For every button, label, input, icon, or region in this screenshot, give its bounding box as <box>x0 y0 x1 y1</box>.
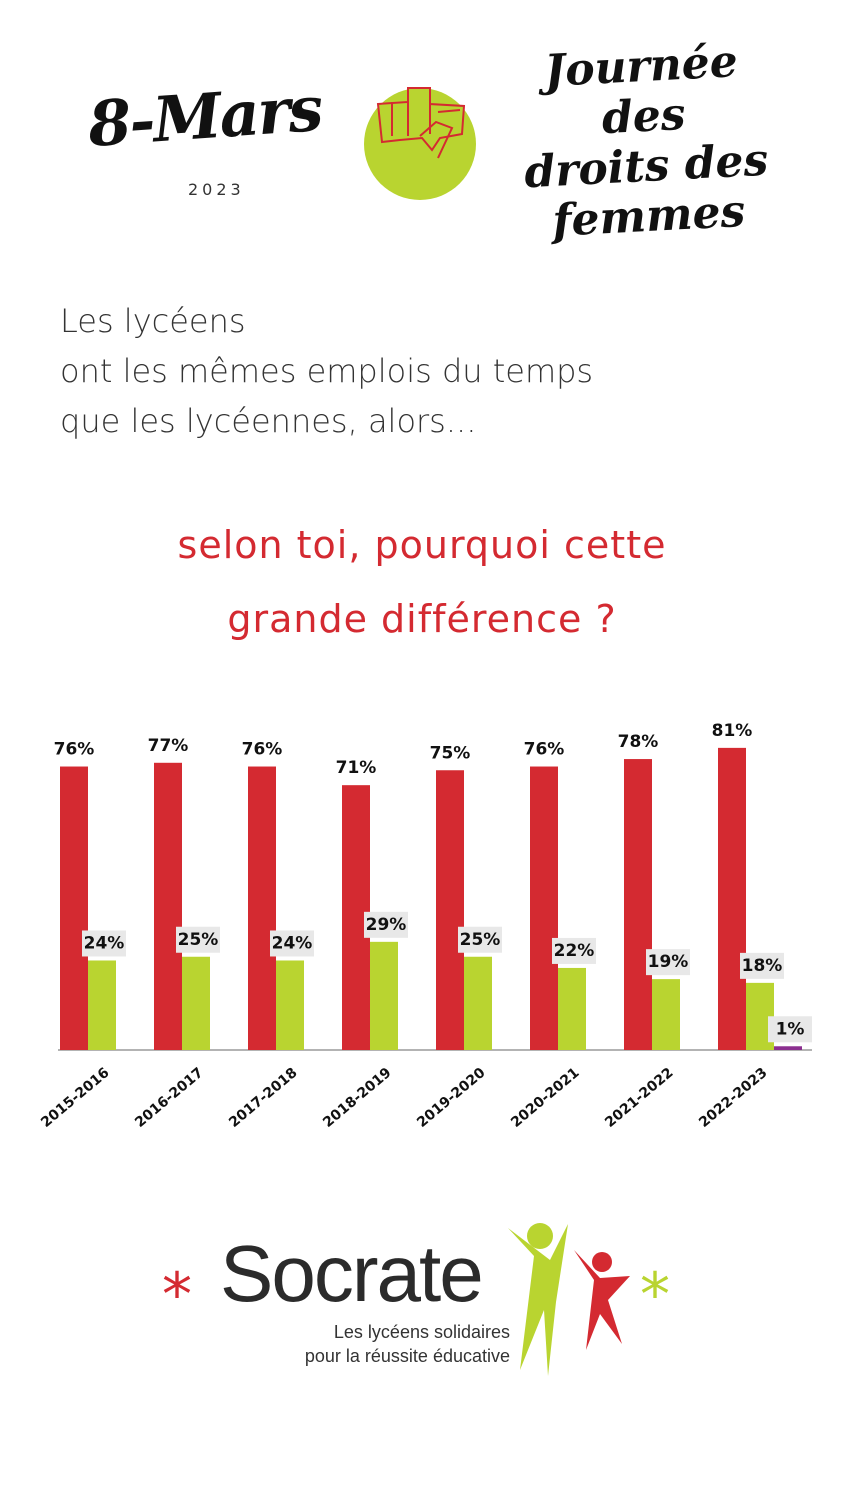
x-tick-label: 2020-2021 <box>508 1065 582 1131</box>
logo-tagline-line: pour la réussite éducative <box>304 1346 510 1366</box>
bar <box>530 766 558 1050</box>
x-tick-label: 2015-2016 <box>38 1065 112 1131</box>
socrate-logo: * Socrate Les lycéens solidaires pour la… <box>150 1210 710 1400</box>
data-label: 1% <box>776 1019 805 1039</box>
bar <box>464 956 492 1050</box>
data-label-bg <box>270 930 314 957</box>
asterisk-icon: * <box>162 1260 192 1330</box>
data-label-bg <box>458 926 502 953</box>
data-label-bg <box>646 949 690 976</box>
data-label: 29% <box>366 915 407 935</box>
intro-line: que les lycéennes, alors... <box>60 402 477 440</box>
bar <box>774 1046 802 1050</box>
bar <box>652 979 680 1050</box>
intro-line: Les lycéens <box>60 302 246 340</box>
bar <box>248 766 276 1050</box>
raised-fist-icon <box>364 87 476 200</box>
data-label: 76% <box>242 740 283 760</box>
question-text: selon toi, pourquoi cette grande différe… <box>0 508 844 656</box>
bar <box>60 766 88 1050</box>
data-label: 25% <box>460 930 501 950</box>
x-tick-label: 2016-2017 <box>132 1065 206 1131</box>
day-title-line: Journée des <box>543 36 739 145</box>
x-tick-label: 2019-2020 <box>414 1065 489 1131</box>
data-label-bg <box>552 937 596 964</box>
x-tick-label: 2021-2022 <box>602 1065 676 1131</box>
data-label: 24% <box>84 933 125 953</box>
year-label: 2023 <box>188 180 245 199</box>
bar <box>624 759 652 1050</box>
data-label-bg <box>740 952 784 979</box>
data-label-bg <box>176 926 220 953</box>
question-line: grande différence ? <box>227 597 617 641</box>
data-label: 22% <box>554 941 595 961</box>
data-label: 76% <box>524 740 565 760</box>
x-tick-label: 2017-2018 <box>226 1065 300 1131</box>
intro-text: Les lycéens ont les mêmes emplois du tem… <box>60 296 593 446</box>
data-label: 19% <box>648 952 689 972</box>
data-label: 24% <box>272 933 313 953</box>
data-label-bg <box>364 911 408 938</box>
bar <box>154 762 182 1050</box>
data-label: 78% <box>618 732 659 752</box>
bar <box>436 770 464 1050</box>
bar <box>276 960 304 1050</box>
data-label-bg <box>82 930 126 957</box>
bar <box>182 956 210 1050</box>
question-line: selon toi, pourquoi cette <box>177 523 667 567</box>
data-label: 18% <box>742 956 783 976</box>
data-label: 81% <box>712 721 753 741</box>
date-title: 8-Mars <box>85 71 324 162</box>
x-tick-label: 2022-2023 <box>696 1065 770 1131</box>
day-title: Journée des droits des femmes <box>495 35 795 250</box>
asterisk-icon: * <box>640 1260 670 1330</box>
bar <box>558 967 586 1050</box>
bar-chart: 76% 24% 2015-2016 77% 25% 2016-2017 76% 24% 2017… <box>38 721 812 1131</box>
data-label-bg <box>768 1016 812 1043</box>
data-label: 71% <box>336 758 377 778</box>
data-label: 77% <box>148 736 189 756</box>
logo-name: Socrate <box>220 1229 484 1318</box>
socrate-figures-icon <box>508 1223 630 1376</box>
bar <box>88 960 116 1050</box>
x-tick-label: 2018-2019 <box>320 1065 394 1131</box>
logo-tagline-line: Les lycéens solidaires <box>333 1322 510 1342</box>
data-label: 76% <box>54 740 95 760</box>
data-label: 75% <box>430 743 471 763</box>
bar <box>718 747 746 1050</box>
intro-line: ont les mêmes emplois du temps <box>60 352 594 390</box>
data-label: 25% <box>178 930 219 950</box>
bar <box>370 941 398 1050</box>
